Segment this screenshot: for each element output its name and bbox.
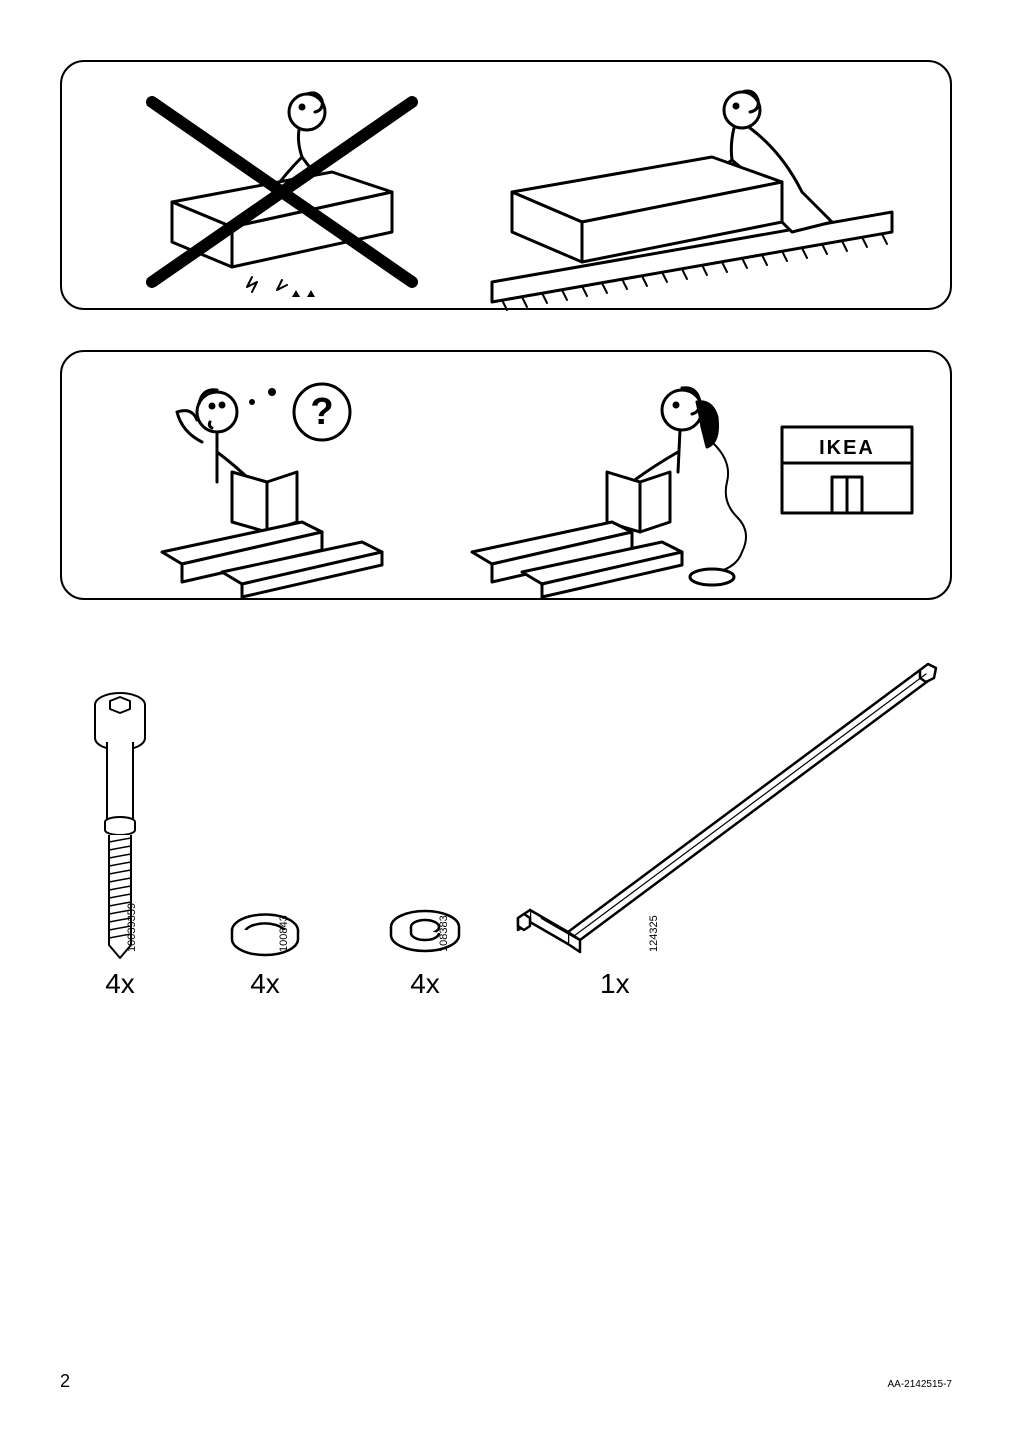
hardware-allen-key: 124325 1x — [510, 660, 940, 1000]
part-number: 108383 — [438, 915, 450, 952]
part-number: 124325 — [648, 915, 660, 952]
hardware-flat-washer: 108383 4x — [350, 660, 500, 1000]
quantity-label: 4x — [410, 968, 440, 1000]
quantity-label: 4x — [250, 968, 280, 1000]
hardware-list: 10039359 4x 100843 4x — [60, 640, 952, 1000]
page: ? — [0, 0, 1012, 1432]
quantity-label: 1x — [600, 968, 630, 1000]
ikea-store-label: IKEA — [819, 437, 875, 459]
hex-bolt-icon — [85, 690, 155, 960]
part-number: 100843 — [278, 915, 290, 952]
hardware-bolt: 10039359 4x — [60, 660, 180, 1000]
part-number: 10039359 — [126, 903, 138, 952]
warning-illustration — [62, 62, 954, 312]
quantity-label: 4x — [105, 968, 135, 1000]
warning-panel — [60, 60, 952, 310]
help-illustration: ? — [62, 352, 954, 602]
split-washer-icon — [220, 905, 310, 960]
flat-washer-icon — [380, 905, 470, 960]
help-panel: ? — [60, 350, 952, 600]
document-id: AA-2142515-7 — [888, 1379, 953, 1390]
question-mark: ? — [310, 391, 333, 433]
page-number: 2 — [60, 1371, 70, 1392]
hardware-split-washer: 100843 4x — [190, 660, 340, 1000]
allen-key-icon — [510, 650, 940, 960]
